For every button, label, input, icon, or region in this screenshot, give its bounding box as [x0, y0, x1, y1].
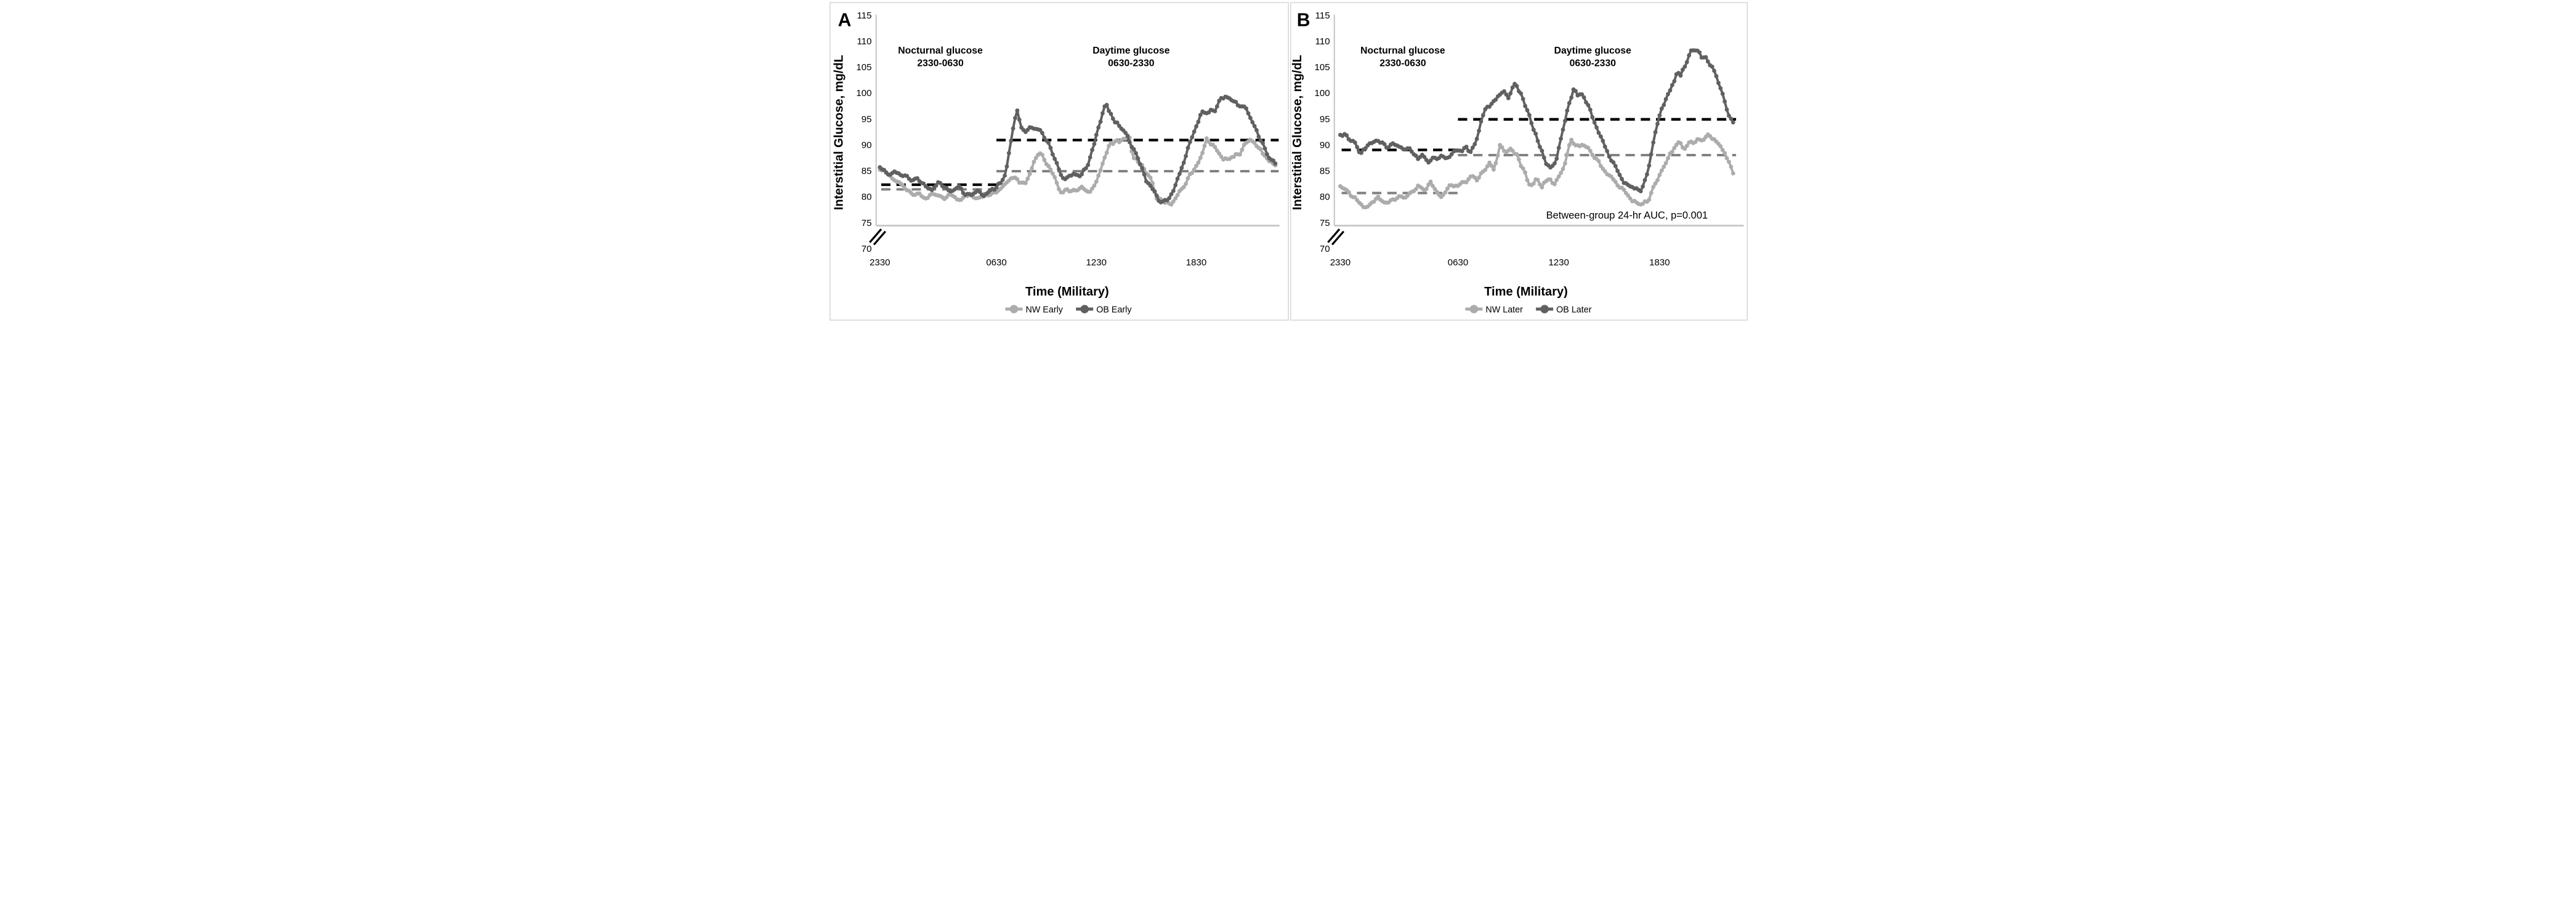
y-tick-label: 105: [856, 62, 871, 73]
panel-a: A 115 110 105 100 95 90 85 80 75 70 2330 0630 1230 183…: [829, 2, 1289, 321]
y-tick-label: 70: [861, 244, 871, 254]
legend-label: OB Later: [1556, 305, 1592, 315]
stat-note: Between-group 24-hr AUC, p=0.001: [1546, 210, 1708, 221]
x-tick-label: 1230: [1548, 257, 1569, 268]
x-tick-label: 2330: [870, 257, 890, 268]
x-tick-label: 0630: [1447, 257, 1468, 268]
x-tick-label: 1230: [1086, 257, 1106, 268]
series-nw-later: [1338, 132, 1735, 210]
y-tick-label: 85: [1319, 166, 1330, 177]
x-tick-label: 0630: [986, 257, 1006, 268]
x-axis-title: Time (Military): [1025, 285, 1109, 299]
legend-marker-icon: [1469, 305, 1478, 313]
y-tick-label: 105: [1314, 62, 1330, 73]
legend-marker-icon: [1540, 305, 1549, 313]
y-tick-label: 90: [861, 140, 871, 150]
y-tick-label: 85: [861, 166, 871, 177]
legend-item-ob-early: OB Early: [1075, 305, 1132, 315]
y-tick-label: 75: [1319, 218, 1330, 228]
legend-item-ob-later: OB Later: [1535, 305, 1592, 315]
legend-label: NW Early: [1025, 305, 1063, 315]
y-axis-break-icon: [1326, 228, 1344, 246]
annotation-daytime: Daytime glucose 0630-2330: [1554, 46, 1631, 68]
svg-text:Daytime glucose: Daytime glucose: [1092, 46, 1170, 56]
y-tick-label: 95: [1319, 114, 1330, 124]
svg-text:2330-0630: 2330-0630: [1379, 58, 1426, 69]
annotation-nocturnal: Nocturnal glucose 2330-0630: [898, 46, 983, 68]
legend-label: NW Later: [1485, 305, 1523, 315]
svg-text:0630-2330: 0630-2330: [1569, 58, 1616, 69]
svg-text:2330-0630: 2330-0630: [917, 58, 964, 69]
y-axis-title: Interstitial Glucose, mg/dL: [1290, 55, 1304, 210]
y-tick-label: 110: [857, 36, 871, 47]
x-tick-label: 1830: [1649, 257, 1670, 268]
y-axis-title: Interstitial Glucose, mg/dL: [832, 55, 846, 210]
series-ob-early: [877, 94, 1277, 204]
y-tick-label: 115: [857, 10, 871, 21]
x-tick-label: 1830: [1185, 257, 1206, 268]
y-tick-label: 75: [861, 218, 871, 228]
legend-item-nw-early: NW Early: [1004, 305, 1063, 315]
legend-label: OB Early: [1096, 305, 1132, 315]
glucose-figure: A 115 110 105 100 95 90 85 80 75 70 2330 0630 1230 183…: [826, 0, 1750, 323]
x-tick-label: 2330: [1330, 257, 1350, 268]
x-tick-labels: 2330 0630 1230 1830: [1330, 257, 1670, 268]
legend-marker-icon: [1080, 305, 1089, 313]
y-tick-labels: 115 110 105 100 95 90 85 80 75 70: [856, 10, 871, 254]
y-tick-label: 70: [1319, 244, 1330, 254]
svg-text:0630-2330: 0630-2330: [1108, 58, 1155, 69]
annotation-nocturnal: Nocturnal glucose 2330-0630: [1360, 46, 1445, 68]
x-axis-title: Time (Military): [1484, 285, 1568, 299]
svg-text:Nocturnal glucose: Nocturnal glucose: [898, 46, 983, 56]
y-tick-label: 95: [861, 114, 871, 124]
y-tick-label: 110: [1315, 36, 1330, 47]
x-tick-labels: 2330 0630 1230 1830: [870, 257, 1206, 268]
y-tick-label: 100: [1314, 88, 1330, 99]
y-tick-labels: 115 110 105 100 95 90 85 80 75 70: [1314, 10, 1330, 254]
y-tick-label: 115: [1315, 10, 1330, 21]
y-tick-label: 80: [1319, 192, 1330, 203]
annotation-daytime: Daytime glucose 0630-2330: [1092, 46, 1170, 68]
series-ob-later: [1338, 48, 1735, 193]
panel-border: [829, 2, 1289, 321]
panel-letter: B: [1296, 10, 1310, 30]
y-tick-label: 100: [856, 88, 871, 99]
y-tick-label: 90: [1319, 140, 1330, 150]
y-tick-label: 80: [861, 192, 871, 203]
svg-text:Daytime glucose: Daytime glucose: [1554, 46, 1631, 56]
legend-item-nw-later: NW Later: [1464, 305, 1523, 315]
svg-text:Nocturnal glucose: Nocturnal glucose: [1360, 46, 1445, 56]
legend-marker-icon: [1009, 305, 1018, 313]
y-axis-break-icon: [868, 228, 886, 246]
panel-letter: A: [838, 10, 851, 30]
legend: NW Early OB Early: [1004, 305, 1132, 315]
legend: NW Later OB Later: [1464, 305, 1592, 315]
